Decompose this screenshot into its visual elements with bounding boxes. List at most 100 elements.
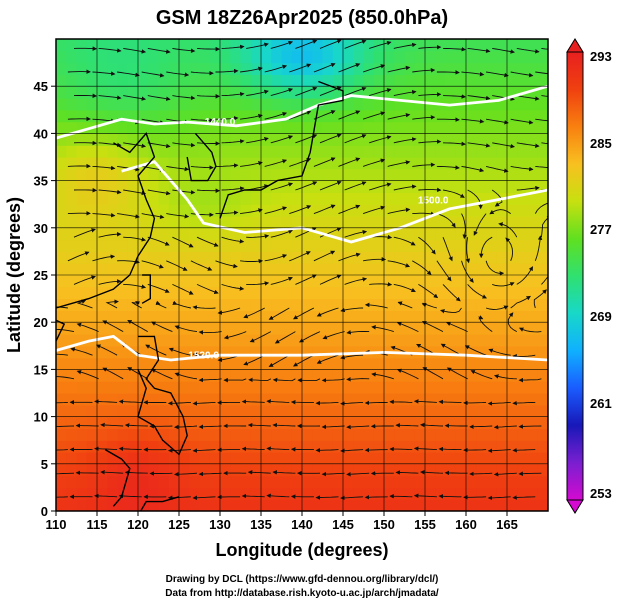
streamline [467,47,491,54]
streamline [198,424,222,430]
streamline [492,282,515,287]
streamline [76,299,93,309]
streamline [102,320,124,332]
streamline [369,88,392,97]
streamline [346,471,370,477]
streamline [321,378,345,383]
contour-line [121,160,548,244]
streamline [293,307,315,320]
streamline [516,185,540,191]
streamline [322,331,345,340]
streamline [485,260,505,276]
streamline [420,422,444,428]
streamline [151,321,173,333]
streamline [94,493,118,499]
streamline [172,283,194,295]
streamline [147,142,171,149]
streamline [246,281,270,286]
streamline [313,157,336,167]
streamline [270,276,293,285]
streamline [172,300,191,309]
streamline [73,93,98,99]
streamline [315,448,339,453]
streamline [76,322,99,333]
streamline [534,202,548,214]
streamline [362,158,386,167]
streamline [535,118,548,122]
streamline [266,446,290,451]
streamline [215,116,239,121]
streamline [295,39,318,49]
x-axis-label: Longitude (degrees) [215,540,388,560]
streamline [369,182,392,191]
streamline [446,367,468,380]
streamline [473,213,487,236]
streamline [387,112,411,120]
coastline-segment [137,335,188,456]
streamline [147,283,170,293]
streamline [198,377,222,383]
x-tick-label: 155 [414,517,436,532]
streamline [124,470,148,475]
streamline [493,424,517,430]
streamline [270,88,294,97]
streamline [436,70,460,75]
streamline [56,353,68,356]
streamline [272,422,296,428]
streamline [340,401,364,406]
footer-credit-data: Data from http://database.rish.kyoto-u.a… [165,588,439,599]
footer-credit-dcl: Drawing by DCL (https://www.gfd-dennou.o… [166,574,439,585]
streamline [436,165,460,170]
streamline [56,472,75,475]
streamline [268,354,290,367]
y-tick-label: 15 [34,362,48,377]
streamline [264,206,288,215]
streamline [518,471,542,476]
y-tick-label: 0 [41,504,48,519]
streamline [338,252,361,262]
streamline [98,189,122,195]
streamline [418,44,442,50]
streamline [412,67,436,73]
streamline [387,65,411,73]
x-axis: 110 115 120 125 130 135 140 145 150 155 160 165 [46,511,518,532]
streamline [461,118,485,124]
streamline [73,140,98,146]
streamline [167,495,191,500]
streamline [493,472,517,477]
streamline [412,260,432,276]
streamline [438,446,462,452]
colorbar-lower-arrow [566,499,584,514]
streamline [505,237,514,261]
streamline [313,204,336,215]
streamline [67,251,90,262]
streamline [198,471,222,477]
x-tick-label: 165 [496,517,518,532]
streamline [389,494,413,499]
streamline [313,110,336,120]
streamline [421,302,438,309]
streamline [196,283,219,294]
streamline [123,283,147,289]
streamline [117,71,140,78]
streamline [172,142,196,148]
streamline [369,40,392,49]
streamline [94,446,118,451]
streamline [436,260,452,282]
streamline [270,135,294,144]
streamline [516,95,540,101]
grid-lines [56,39,548,511]
streamline [272,470,296,475]
streamline [510,118,534,125]
streamline [270,40,294,49]
streamline [340,354,364,360]
coastline-segment [104,448,131,507]
streamline [541,275,548,285]
streamline [338,204,361,215]
streamline [397,301,413,309]
streamline [246,136,269,144]
streamline [266,493,290,499]
streamline [167,401,191,406]
streamline [470,370,493,380]
streamline [123,142,147,149]
